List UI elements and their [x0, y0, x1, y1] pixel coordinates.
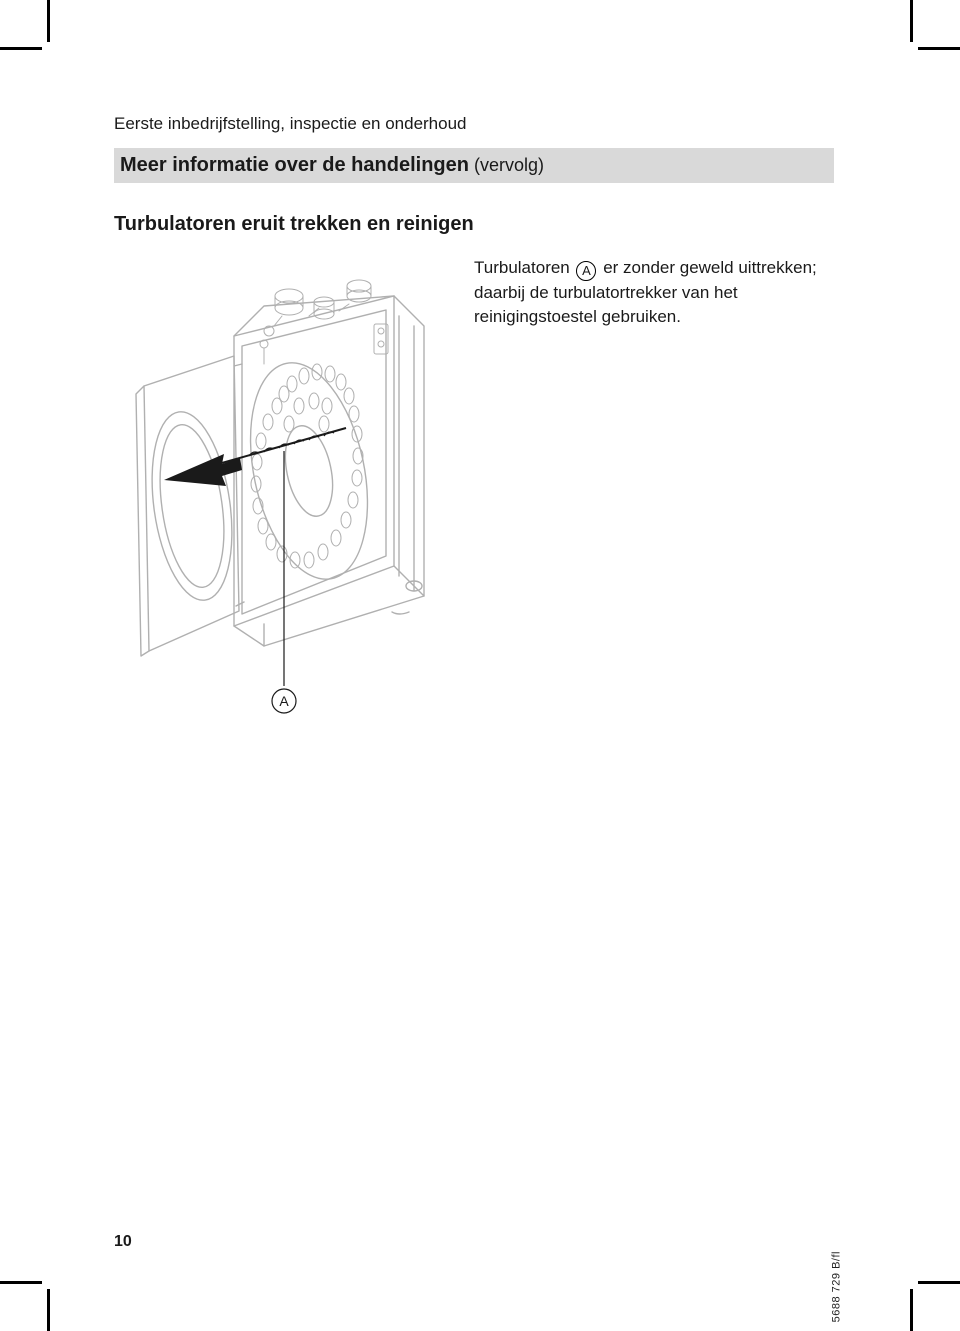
figure-callout-letter: A	[279, 693, 289, 709]
document-id: 5688 729 B/fl	[830, 1251, 842, 1322]
technical-figure: A	[114, 256, 454, 726]
body-text-before: Turbulatoren	[474, 258, 574, 277]
section-title-bold: Meer informatie over de handelingen	[120, 154, 469, 176]
subheading: Turbulatoren eruit trekken en reinigen	[114, 213, 834, 236]
callout-letter-inline: A	[576, 261, 596, 281]
instruction-paragraph: Turbulatoren A er zonder geweld uittrekk…	[454, 256, 834, 329]
page-number: 10	[114, 1233, 132, 1251]
section-title-sub: (vervolg)	[469, 155, 544, 175]
section-heading-bar: Meer informatie over de handelingen (ver…	[114, 148, 834, 183]
chapter-breadcrumb: Eerste inbedrijfstelling, inspectie en o…	[114, 114, 834, 134]
